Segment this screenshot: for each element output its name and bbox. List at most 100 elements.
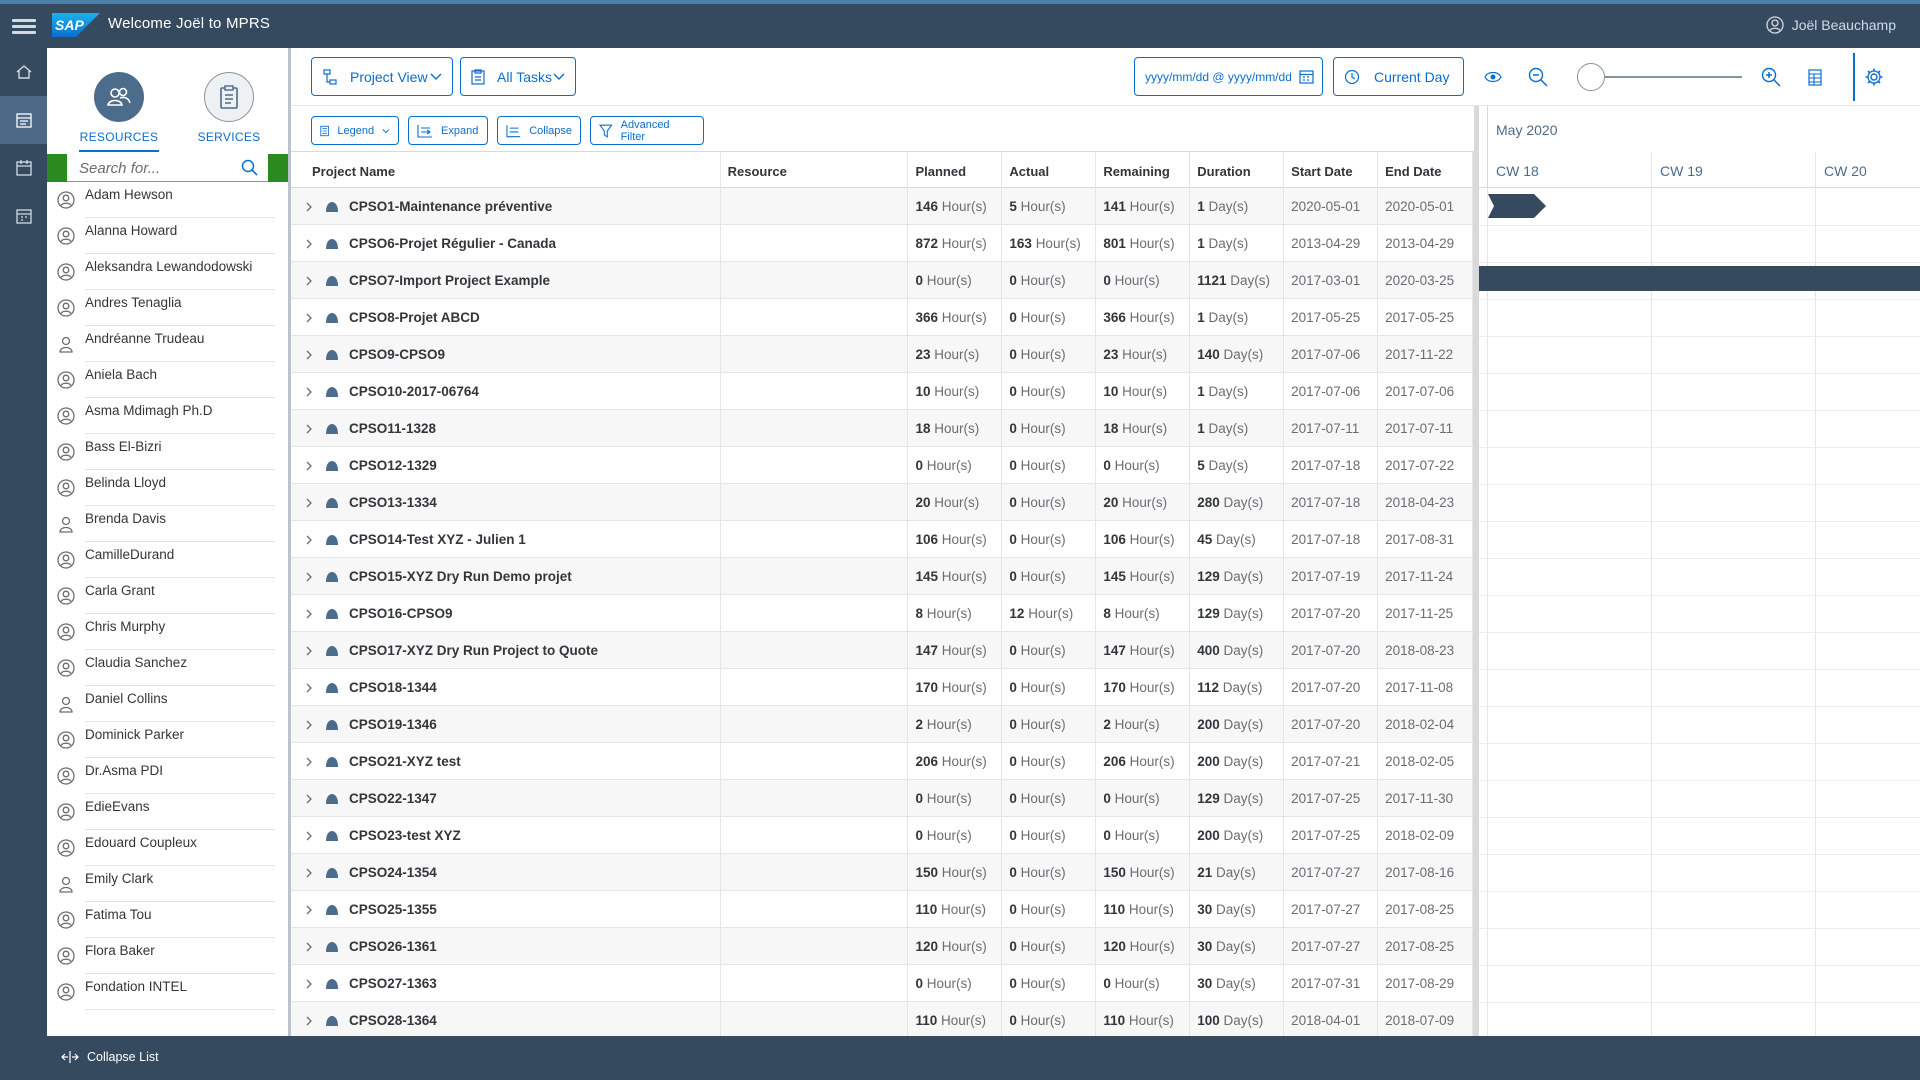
table-row[interactable]: CPSO21-XYZ test 206 Hour(s) 0 Hour(s) 206 H… bbox=[291, 743, 1473, 780]
table-row[interactable]: CPSO10-2017-06764 10 Hour(s) 0 Hour(s) 10 H… bbox=[291, 373, 1473, 410]
column-header-remaining[interactable]: Remaining bbox=[1096, 152, 1191, 188]
advanced-filter-button[interactable]: Advanced Filter bbox=[590, 116, 704, 145]
resource-list-item[interactable]: Bass El-Bizri bbox=[47, 434, 288, 470]
chevron-right-icon[interactable] bbox=[303, 201, 315, 213]
resource-list-item[interactable]: Daniel Collins bbox=[47, 686, 288, 722]
menu-icon[interactable] bbox=[12, 16, 36, 36]
chevron-right-icon[interactable] bbox=[303, 645, 315, 657]
current-day-button[interactable]: Current Day bbox=[1333, 57, 1464, 96]
date-range-field[interactable] bbox=[1134, 57, 1323, 96]
chevron-right-icon[interactable] bbox=[303, 349, 315, 361]
zoom-in-icon[interactable] bbox=[1760, 66, 1782, 88]
expand-button[interactable]: Expand bbox=[408, 116, 488, 145]
resource-list-item[interactable]: Fatima Tou bbox=[47, 902, 288, 938]
chevron-right-icon[interactable] bbox=[303, 941, 315, 953]
resource-list-item[interactable]: Andres Tenaglia bbox=[47, 290, 288, 326]
all-tasks-select[interactable]: All Tasks bbox=[460, 57, 576, 96]
chevron-right-icon[interactable] bbox=[303, 682, 315, 694]
nav-home[interactable] bbox=[0, 48, 47, 96]
collapse-button[interactable]: Collapse bbox=[497, 116, 581, 145]
table-row[interactable]: CPSO8-Projet ABCD 366 Hour(s) 0 Hour(s) 366… bbox=[291, 299, 1473, 336]
resource-list-item[interactable]: France Bolduc bbox=[47, 1010, 288, 1012]
chevron-right-icon[interactable] bbox=[303, 719, 315, 731]
table-row[interactable]: CPSO16-CPSO9 8 Hour(s) 12 Hour(s) 8 Hour(s)… bbox=[291, 595, 1473, 632]
resource-list-item[interactable]: Carla Grant bbox=[47, 578, 288, 614]
table-row[interactable]: CPSO26-1361 120 Hour(s) 0 Hour(s) 120 Hour(… bbox=[291, 928, 1473, 965]
column-header-end-date[interactable]: End Date bbox=[1378, 152, 1473, 188]
table-row[interactable]: CPSO7-Import Project Example 0 Hour(s) 0 H… bbox=[291, 262, 1473, 299]
resource-list-item[interactable]: Dr.Asma PDI bbox=[47, 758, 288, 794]
date-range-input[interactable] bbox=[1143, 68, 1293, 85]
resource-list-item[interactable]: Andréanne Trudeau bbox=[47, 326, 288, 362]
chevron-right-icon[interactable] bbox=[303, 534, 315, 546]
nav-schedule[interactable] bbox=[0, 192, 47, 240]
show-icon[interactable] bbox=[1482, 66, 1504, 88]
chevron-right-icon[interactable] bbox=[303, 756, 315, 768]
user-menu[interactable]: Joël Beauchamp bbox=[1766, 16, 1896, 34]
resource-list-item[interactable]: Brenda Davis bbox=[47, 506, 288, 542]
table-row[interactable]: CPSO25-1355 110 Hour(s) 0 Hour(s) 110 Hour(… bbox=[291, 891, 1473, 928]
column-header-actual[interactable]: Actual bbox=[1002, 152, 1097, 188]
nav-planning[interactable] bbox=[0, 96, 47, 144]
chevron-right-icon[interactable] bbox=[303, 386, 315, 398]
table-row[interactable]: CPSO24-1354 150 Hour(s) 0 Hour(s) 150 Hour(… bbox=[291, 854, 1473, 891]
resource-list-item[interactable]: Chris Murphy bbox=[47, 614, 288, 650]
table-row[interactable]: CPSO6-Projet Régulier - Canada 872 Hour(s… bbox=[291, 225, 1473, 262]
calendar-icon[interactable] bbox=[1299, 69, 1314, 84]
resource-list-item[interactable]: Belinda Lloyd bbox=[47, 470, 288, 506]
resource-list-item[interactable]: Aleksandra Lewandodowski bbox=[47, 254, 288, 290]
chevron-right-icon[interactable] bbox=[303, 1015, 315, 1027]
chevron-right-icon[interactable] bbox=[303, 793, 315, 805]
chevron-right-icon[interactable] bbox=[303, 904, 315, 916]
table-row[interactable]: CPSO27-1363 0 Hour(s) 0 Hour(s) 0 Hour(s) 30… bbox=[291, 965, 1473, 1002]
search-input[interactable] bbox=[67, 154, 268, 181]
table-row[interactable]: CPSO9-CPSO9 23 Hour(s) 0 Hour(s) 23 Hour(s)… bbox=[291, 336, 1473, 373]
chevron-right-icon[interactable] bbox=[303, 830, 315, 842]
column-header-duration[interactable]: Duration bbox=[1190, 152, 1285, 188]
search-icon[interactable] bbox=[241, 159, 258, 176]
table-row[interactable]: CPSO1-Maintenance préventive 146 Hour(s) 5… bbox=[291, 188, 1473, 225]
tab-resources[interactable]: RESOURCES bbox=[79, 72, 159, 144]
resource-list-item[interactable]: Flora Baker bbox=[47, 938, 288, 974]
table-view-icon[interactable] bbox=[1804, 66, 1826, 88]
column-header-resource[interactable]: Resource bbox=[721, 152, 909, 188]
table-row[interactable]: CPSO12-1329 0 Hour(s) 0 Hour(s) 0 Hour(s) 5 … bbox=[291, 447, 1473, 484]
nav-calendar[interactable] bbox=[0, 144, 47, 192]
gantt-task-bar[interactable] bbox=[1479, 266, 1920, 291]
gear-icon[interactable] bbox=[1863, 66, 1885, 88]
column-header-start-date[interactable]: Start Date bbox=[1284, 152, 1379, 188]
table-row[interactable]: CPSO15-XYZ Dry Run Demo projet 145 Hour(s… bbox=[291, 558, 1473, 595]
resource-list-item[interactable]: Claudia Sanchez bbox=[47, 650, 288, 686]
resource-list-item[interactable]: EdieEvans bbox=[47, 794, 288, 830]
tab-services[interactable]: SERVICES bbox=[189, 72, 269, 144]
column-header-project-name[interactable]: Project Name bbox=[291, 152, 721, 188]
resource-list-item[interactable]: Fondation INTEL bbox=[47, 974, 288, 1010]
zoom-slider-handle[interactable] bbox=[1577, 63, 1605, 91]
table-row[interactable]: CPSO13-1334 20 Hour(s) 0 Hour(s) 20 Hour(s)… bbox=[291, 484, 1473, 521]
resource-list-item[interactable]: Edouard Coupleux bbox=[47, 830, 288, 866]
chevron-right-icon[interactable] bbox=[303, 238, 315, 250]
project-view-select[interactable]: Project View bbox=[311, 57, 453, 96]
table-row[interactable]: CPSO22-1347 0 Hour(s) 0 Hour(s) 0 Hour(s) 12… bbox=[291, 780, 1473, 817]
legend-button[interactable]: Legend bbox=[311, 116, 399, 145]
zoom-out-icon[interactable] bbox=[1527, 66, 1549, 88]
chevron-right-icon[interactable] bbox=[303, 978, 315, 990]
table-row[interactable]: CPSO18-1344 170 Hour(s) 0 Hour(s) 170 Hour(… bbox=[291, 669, 1473, 706]
table-row[interactable]: CPSO28-1364 110 Hour(s) 0 Hour(s) 110 Hour(… bbox=[291, 1002, 1473, 1036]
table-row[interactable]: CPSO23-test XYZ 0 Hour(s) 0 Hour(s) 0 Hour(… bbox=[291, 817, 1473, 854]
resource-list-item[interactable]: Asma Mdimagh Ph.D bbox=[47, 398, 288, 434]
chevron-right-icon[interactable] bbox=[303, 460, 315, 472]
zoom-slider[interactable] bbox=[1577, 63, 1742, 91]
resource-list-item[interactable]: Alanna Howard bbox=[47, 218, 288, 254]
resource-list-item[interactable]: Emily Clark bbox=[47, 866, 288, 902]
chevron-right-icon[interactable] bbox=[303, 275, 315, 287]
column-header-planned[interactable]: Planned bbox=[908, 152, 1003, 188]
chevron-right-icon[interactable] bbox=[303, 312, 315, 324]
collapse-list-button[interactable]: Collapse List bbox=[61, 1050, 159, 1064]
chevron-right-icon[interactable] bbox=[303, 423, 315, 435]
table-row[interactable]: CPSO11-1328 18 Hour(s) 0 Hour(s) 18 Hour(s)… bbox=[291, 410, 1473, 447]
table-row[interactable]: CPSO19-1346 2 Hour(s) 0 Hour(s) 2 Hour(s) 20… bbox=[291, 706, 1473, 743]
chevron-right-icon[interactable] bbox=[303, 571, 315, 583]
resource-list-item[interactable]: Dominick Parker bbox=[47, 722, 288, 758]
chevron-right-icon[interactable] bbox=[303, 608, 315, 620]
